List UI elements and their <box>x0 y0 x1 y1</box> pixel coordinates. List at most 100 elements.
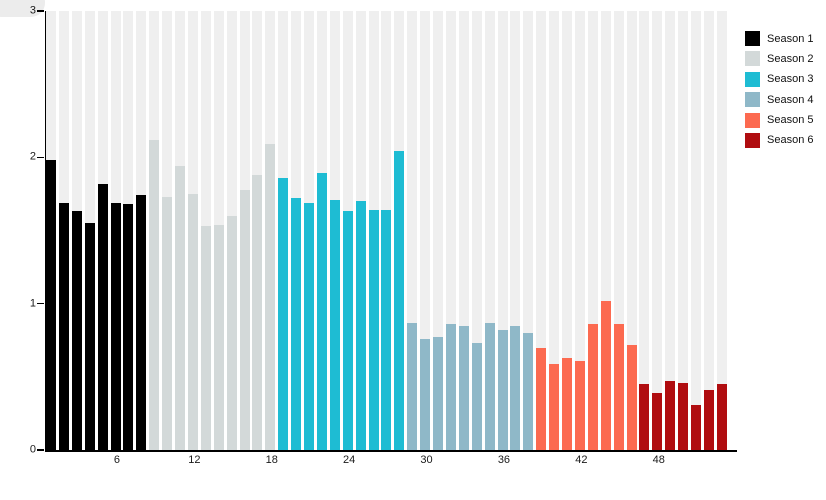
background-stripe <box>471 11 482 450</box>
bar-episode-35 <box>484 322 495 450</box>
legend: Season 1 Season 2 Season 3 Season 4 Season 5… <box>745 31 813 153</box>
background-stripe <box>484 11 495 450</box>
legend-label: Season 4 <box>767 93 814 106</box>
bar-episode-32 <box>445 324 456 450</box>
bar-episode-47 <box>639 384 650 450</box>
bar-episode-24 <box>342 211 353 450</box>
x-tick-label-6: 6 <box>113 454 120 466</box>
bar-episode-40 <box>549 363 560 450</box>
legend-label: Season 3 <box>767 73 814 86</box>
legend-swatch-icon <box>745 132 760 148</box>
bar-episode-15 <box>226 215 237 450</box>
background-stripe <box>562 11 572 450</box>
bar-episode-34 <box>471 343 482 450</box>
bar-episode-14 <box>213 224 224 450</box>
bar-episode-42 <box>574 360 585 450</box>
bar-episode-1 <box>46 160 56 450</box>
background-stripe <box>600 11 611 450</box>
y-tick-label-3: 3 <box>29 4 36 17</box>
x-tick-label-24: 24 <box>343 454 356 466</box>
bar-episode-39 <box>536 347 547 450</box>
bar-episode-10 <box>162 196 173 450</box>
bar-episode-23 <box>329 199 340 450</box>
bar-episode-6 <box>110 202 121 450</box>
bar-episode-52 <box>703 390 714 450</box>
y-tick-mark-0 <box>37 449 44 451</box>
background-stripe <box>626 11 637 450</box>
legend-item-season-1: Season 1 <box>745 31 813 46</box>
bar-episode-7 <box>123 204 134 450</box>
background-stripe <box>574 11 585 450</box>
corner-artifact <box>0 0 45 17</box>
bar-episode-2 <box>58 202 69 450</box>
legend-label: Season 1 <box>767 32 814 45</box>
bar-episode-9 <box>149 139 160 450</box>
y-tick-label-1: 1 <box>29 297 36 310</box>
bar-episode-50 <box>678 382 689 450</box>
background-stripe <box>433 11 443 450</box>
legend-swatch-icon <box>745 51 760 67</box>
bar-episode-51 <box>691 404 701 450</box>
legend-label: Season 5 <box>767 114 814 127</box>
legend-item-season-5: Season 5 <box>745 112 814 128</box>
bar-episode-49 <box>665 381 676 450</box>
background-stripe <box>639 11 650 450</box>
background-stripe <box>420 11 431 450</box>
x-axis-line <box>44 450 737 452</box>
bar-episode-5 <box>97 183 108 450</box>
y-tick-mark-1 <box>37 302 44 305</box>
legend-item-season-4: Season 4 <box>745 92 814 108</box>
bar-episode-11 <box>175 166 185 450</box>
bar-episode-22 <box>316 173 327 450</box>
bar-episode-36 <box>497 330 508 450</box>
background-stripe <box>458 11 469 450</box>
legend-swatch-icon <box>745 92 760 108</box>
bar-episode-21 <box>304 202 314 450</box>
plot-area <box>46 11 730 450</box>
x-tick-label-36: 36 <box>497 454 511 466</box>
background-stripe <box>716 11 727 450</box>
legend-item-season-3: Season 3 <box>745 71 814 87</box>
x-tick-label-42: 42 <box>575 454 588 466</box>
background-stripe <box>549 11 560 450</box>
background-stripe <box>613 11 624 450</box>
bar-episode-29 <box>407 322 418 450</box>
bar-episode-45 <box>613 324 624 450</box>
bar-episode-46 <box>626 344 637 450</box>
bar-episode-41 <box>562 357 572 450</box>
y-tick-label-2: 2 <box>29 150 36 163</box>
background-stripe <box>407 11 418 450</box>
background-stripe <box>587 11 598 450</box>
bar-episode-27 <box>381 210 392 450</box>
bar-episode-28 <box>394 151 405 450</box>
background-stripe <box>665 11 676 450</box>
bar-episode-12 <box>187 193 198 450</box>
background-stripe <box>510 11 521 450</box>
background-stripe <box>678 11 689 450</box>
bar-episode-3 <box>71 211 82 450</box>
bar-episode-26 <box>368 210 379 450</box>
y-axis-line <box>44 11 46 452</box>
background-stripe <box>652 11 663 450</box>
legend-swatch-icon <box>745 31 760 46</box>
background-stripe <box>497 11 508 450</box>
background-stripe <box>536 11 547 450</box>
legend-label: Season 6 <box>767 134 814 147</box>
legend-label: Season 2 <box>767 52 814 65</box>
y-tick-label-0: 0 <box>29 443 36 456</box>
background-stripe <box>691 11 701 450</box>
bar-episode-48 <box>652 392 663 450</box>
background-stripe <box>523 11 534 450</box>
legend-item-season-2: Season 2 <box>745 51 814 67</box>
bar-episode-33 <box>458 325 469 450</box>
bar-episode-8 <box>136 195 147 450</box>
x-tick-label-30: 30 <box>420 454 433 466</box>
bar-episode-38 <box>523 332 534 450</box>
bar-episode-44 <box>600 300 611 450</box>
y-tick-mark-2 <box>37 156 44 159</box>
bar-episode-18 <box>265 144 276 450</box>
bar-episode-25 <box>355 201 366 450</box>
x-tick-label-12: 12 <box>188 454 201 466</box>
bar-episode-43 <box>587 324 598 450</box>
